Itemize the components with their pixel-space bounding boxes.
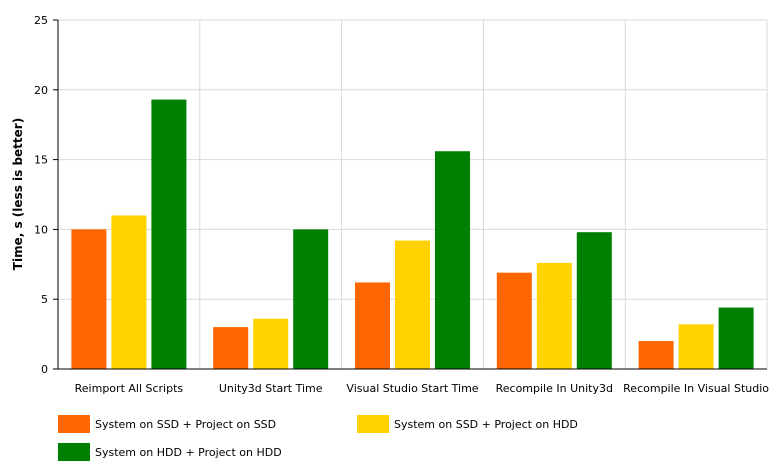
y-tick-label: 20 xyxy=(34,84,48,97)
category-label: Recompile In Unity3d xyxy=(496,382,613,395)
category-labels: Reimport All Scripts Unity3d Start Time Vi… xyxy=(75,382,770,395)
y-axis-title: Time, s (less is better) xyxy=(11,118,25,270)
bar xyxy=(151,99,187,370)
y-tick-label: 5 xyxy=(41,293,48,306)
y-tick-label: 10 xyxy=(34,223,48,236)
y-tick-labels: 0 5 10 15 20 25 xyxy=(34,14,48,376)
bar xyxy=(678,324,714,369)
axes xyxy=(53,19,767,370)
bar xyxy=(718,307,754,369)
category-label: Visual Studio Start Time xyxy=(346,382,478,395)
legend-swatch xyxy=(58,443,90,461)
legend-label: System on SSD + Project on HDD xyxy=(394,418,578,431)
bar xyxy=(576,232,612,369)
bar xyxy=(355,282,390,369)
bar xyxy=(496,272,532,369)
legend-swatch xyxy=(58,415,90,433)
bar xyxy=(536,262,572,369)
bar xyxy=(71,229,107,369)
bar xyxy=(435,151,470,369)
y-tick-label: 25 xyxy=(34,14,48,27)
bar xyxy=(111,215,147,369)
bar xyxy=(638,341,674,369)
bars xyxy=(71,99,754,370)
category-label: Unity3d Start Time xyxy=(219,382,323,395)
category-label: Reimport All Scripts xyxy=(75,382,184,395)
category-label: Recompile In Visual Studio xyxy=(623,382,769,395)
bar xyxy=(213,327,249,369)
y-tick-label: 15 xyxy=(34,154,48,167)
legend: System on SSD + Project on SSD System on … xyxy=(58,415,578,461)
bar xyxy=(253,318,289,369)
legend-swatch xyxy=(357,415,389,433)
bar xyxy=(293,229,329,369)
y-tick-label: 0 xyxy=(41,363,48,376)
bar xyxy=(395,240,430,369)
legend-label: System on SSD + Project on SSD xyxy=(95,418,276,431)
legend-label: System on HDD + Project on HDD xyxy=(95,446,282,459)
